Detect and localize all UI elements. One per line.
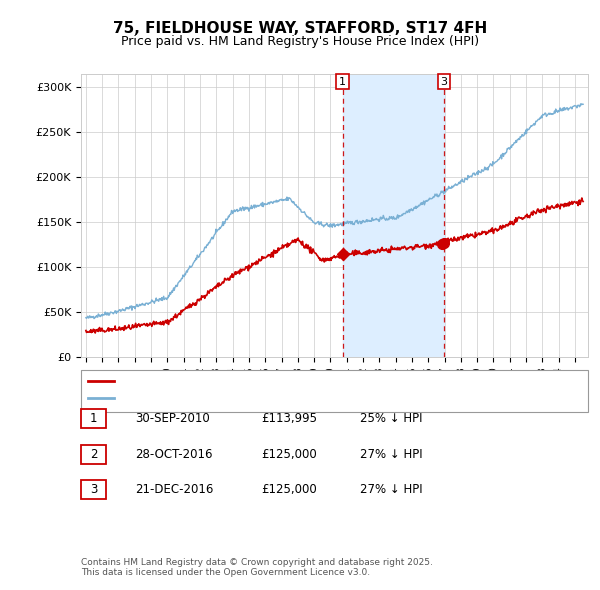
Text: 21-DEC-2016: 21-DEC-2016 bbox=[135, 483, 214, 496]
Text: £125,000: £125,000 bbox=[261, 448, 317, 461]
Text: HPI: Average price, semi-detached house, Stafford: HPI: Average price, semi-detached house,… bbox=[117, 394, 380, 403]
Bar bbox=[343, 74, 444, 357]
Text: Price paid vs. HM Land Registry's House Price Index (HPI): Price paid vs. HM Land Registry's House … bbox=[121, 35, 479, 48]
Text: 27% ↓ HPI: 27% ↓ HPI bbox=[360, 448, 422, 461]
Text: £125,000: £125,000 bbox=[261, 483, 317, 496]
Text: Contains HM Land Registry data © Crown copyright and database right 2025.
This d: Contains HM Land Registry data © Crown c… bbox=[81, 558, 433, 577]
Text: 3: 3 bbox=[90, 483, 97, 496]
Text: 75, FIELDHOUSE WAY, STAFFORD, ST17 4FH (semi-detached house): 75, FIELDHOUSE WAY, STAFFORD, ST17 4FH (… bbox=[117, 376, 469, 385]
Text: 30-SEP-2010: 30-SEP-2010 bbox=[135, 412, 210, 425]
Text: 1: 1 bbox=[90, 412, 97, 425]
Text: 2: 2 bbox=[90, 448, 97, 461]
Text: 27% ↓ HPI: 27% ↓ HPI bbox=[360, 483, 422, 496]
Text: 75, FIELDHOUSE WAY, STAFFORD, ST17 4FH: 75, FIELDHOUSE WAY, STAFFORD, ST17 4FH bbox=[113, 21, 487, 35]
Text: 1: 1 bbox=[339, 77, 346, 87]
Text: 25% ↓ HPI: 25% ↓ HPI bbox=[360, 412, 422, 425]
Text: £113,995: £113,995 bbox=[261, 412, 317, 425]
Text: 28-OCT-2016: 28-OCT-2016 bbox=[135, 448, 212, 461]
Text: 3: 3 bbox=[440, 77, 448, 87]
